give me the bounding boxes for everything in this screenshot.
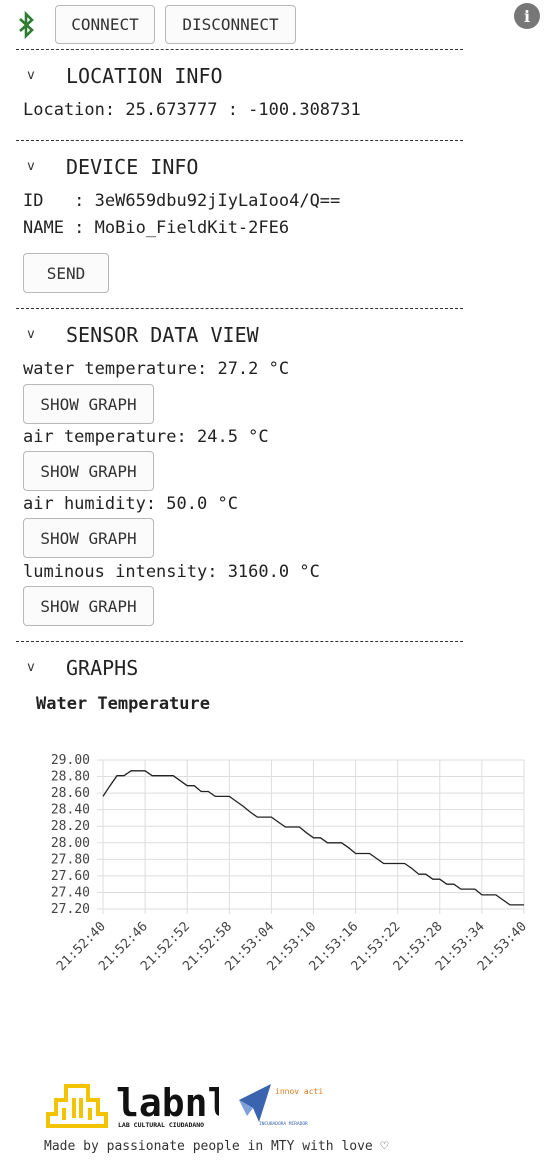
graphs-section-title[interactable]: GRAPHS (66, 656, 139, 680)
y-tick-label: 29.00 (51, 753, 90, 768)
location-text: Location: 25.673777 : -100.308731 (23, 100, 361, 120)
series-line (102, 770, 524, 906)
labnl-logo-subtitle: LAB CULTURAL CIUDADANO (118, 1121, 204, 1129)
show-graph-button[interactable]: SHOW GRAPH (23, 451, 154, 491)
y-tick-label: 28.40 (51, 803, 90, 818)
y-tick-label: 27.20 (51, 902, 90, 917)
chevron-down-icon[interactable]: v (27, 327, 35, 342)
send-button[interactable]: SEND (23, 253, 109, 293)
innovaction-gym-logo: innov action gym INCUBADORA MIRADOR (239, 1084, 323, 1127)
y-tick-label: 27.60 (51, 869, 90, 884)
y-tick-label: 28.20 (51, 819, 90, 834)
footer-tagline: Made by passionate people in MTY with lo… (44, 1139, 389, 1154)
chart-title: Water Temperature (36, 694, 210, 714)
info-glyph: i (523, 6, 531, 26)
show-graph-button[interactable]: SHOW GRAPH (23, 586, 154, 626)
chevron-down-icon[interactable]: v (27, 660, 35, 675)
sensor-air-temperature: air temperature: 24.5 °C (23, 427, 269, 447)
location-section-title[interactable]: LOCATION INFO (66, 64, 223, 88)
device-id: ID : 3eW659dbu92jIyLaIoo4/Q== (23, 191, 341, 211)
labnl-logo-text: labnl (116, 1081, 219, 1125)
y-tick-label: 27.80 (51, 852, 90, 867)
divider (16, 641, 463, 642)
y-tick-label: 28.00 (51, 836, 90, 851)
divider (16, 49, 463, 50)
sensor-section-title[interactable]: SENSOR DATA VIEW (66, 323, 259, 347)
show-graph-button[interactable]: SHOW GRAPH (23, 384, 154, 424)
sensor-water-temperature: water temperature: 27.2 °C (23, 359, 290, 379)
y-tick-label: 28.80 (51, 770, 90, 785)
innovaction-gym-text: innov action gym (275, 1087, 323, 1096)
chevron-down-icon[interactable]: v (27, 159, 35, 174)
device-name: NAME : MoBio_FieldKit-2FE6 (23, 218, 290, 238)
divider (16, 140, 463, 141)
disconnect-button[interactable]: DISCONNECT (165, 5, 296, 44)
sensor-luminous-intensity: luminous intensity: 3160.0 °C (23, 562, 320, 582)
connect-button[interactable]: CONNECT (55, 5, 155, 44)
labnl-logo: labnl LAB CULTURAL CIUDADANO (46, 1081, 219, 1129)
divider (16, 308, 463, 309)
device-section-title[interactable]: DEVICE INFO (66, 155, 199, 179)
show-graph-button[interactable]: SHOW GRAPH (23, 518, 154, 558)
chevron-down-icon[interactable]: v (27, 68, 35, 83)
innovaction-gym-subtitle: INCUBADORA MIRADOR (259, 1121, 308, 1127)
sensor-air-humidity: air humidity: 50.0 °C (23, 494, 238, 514)
y-tick-label: 28.60 (51, 786, 90, 801)
y-tick-label: 27.40 (51, 885, 90, 900)
bluetooth-icon[interactable] (16, 11, 38, 39)
info-icon[interactable]: i (514, 3, 540, 29)
